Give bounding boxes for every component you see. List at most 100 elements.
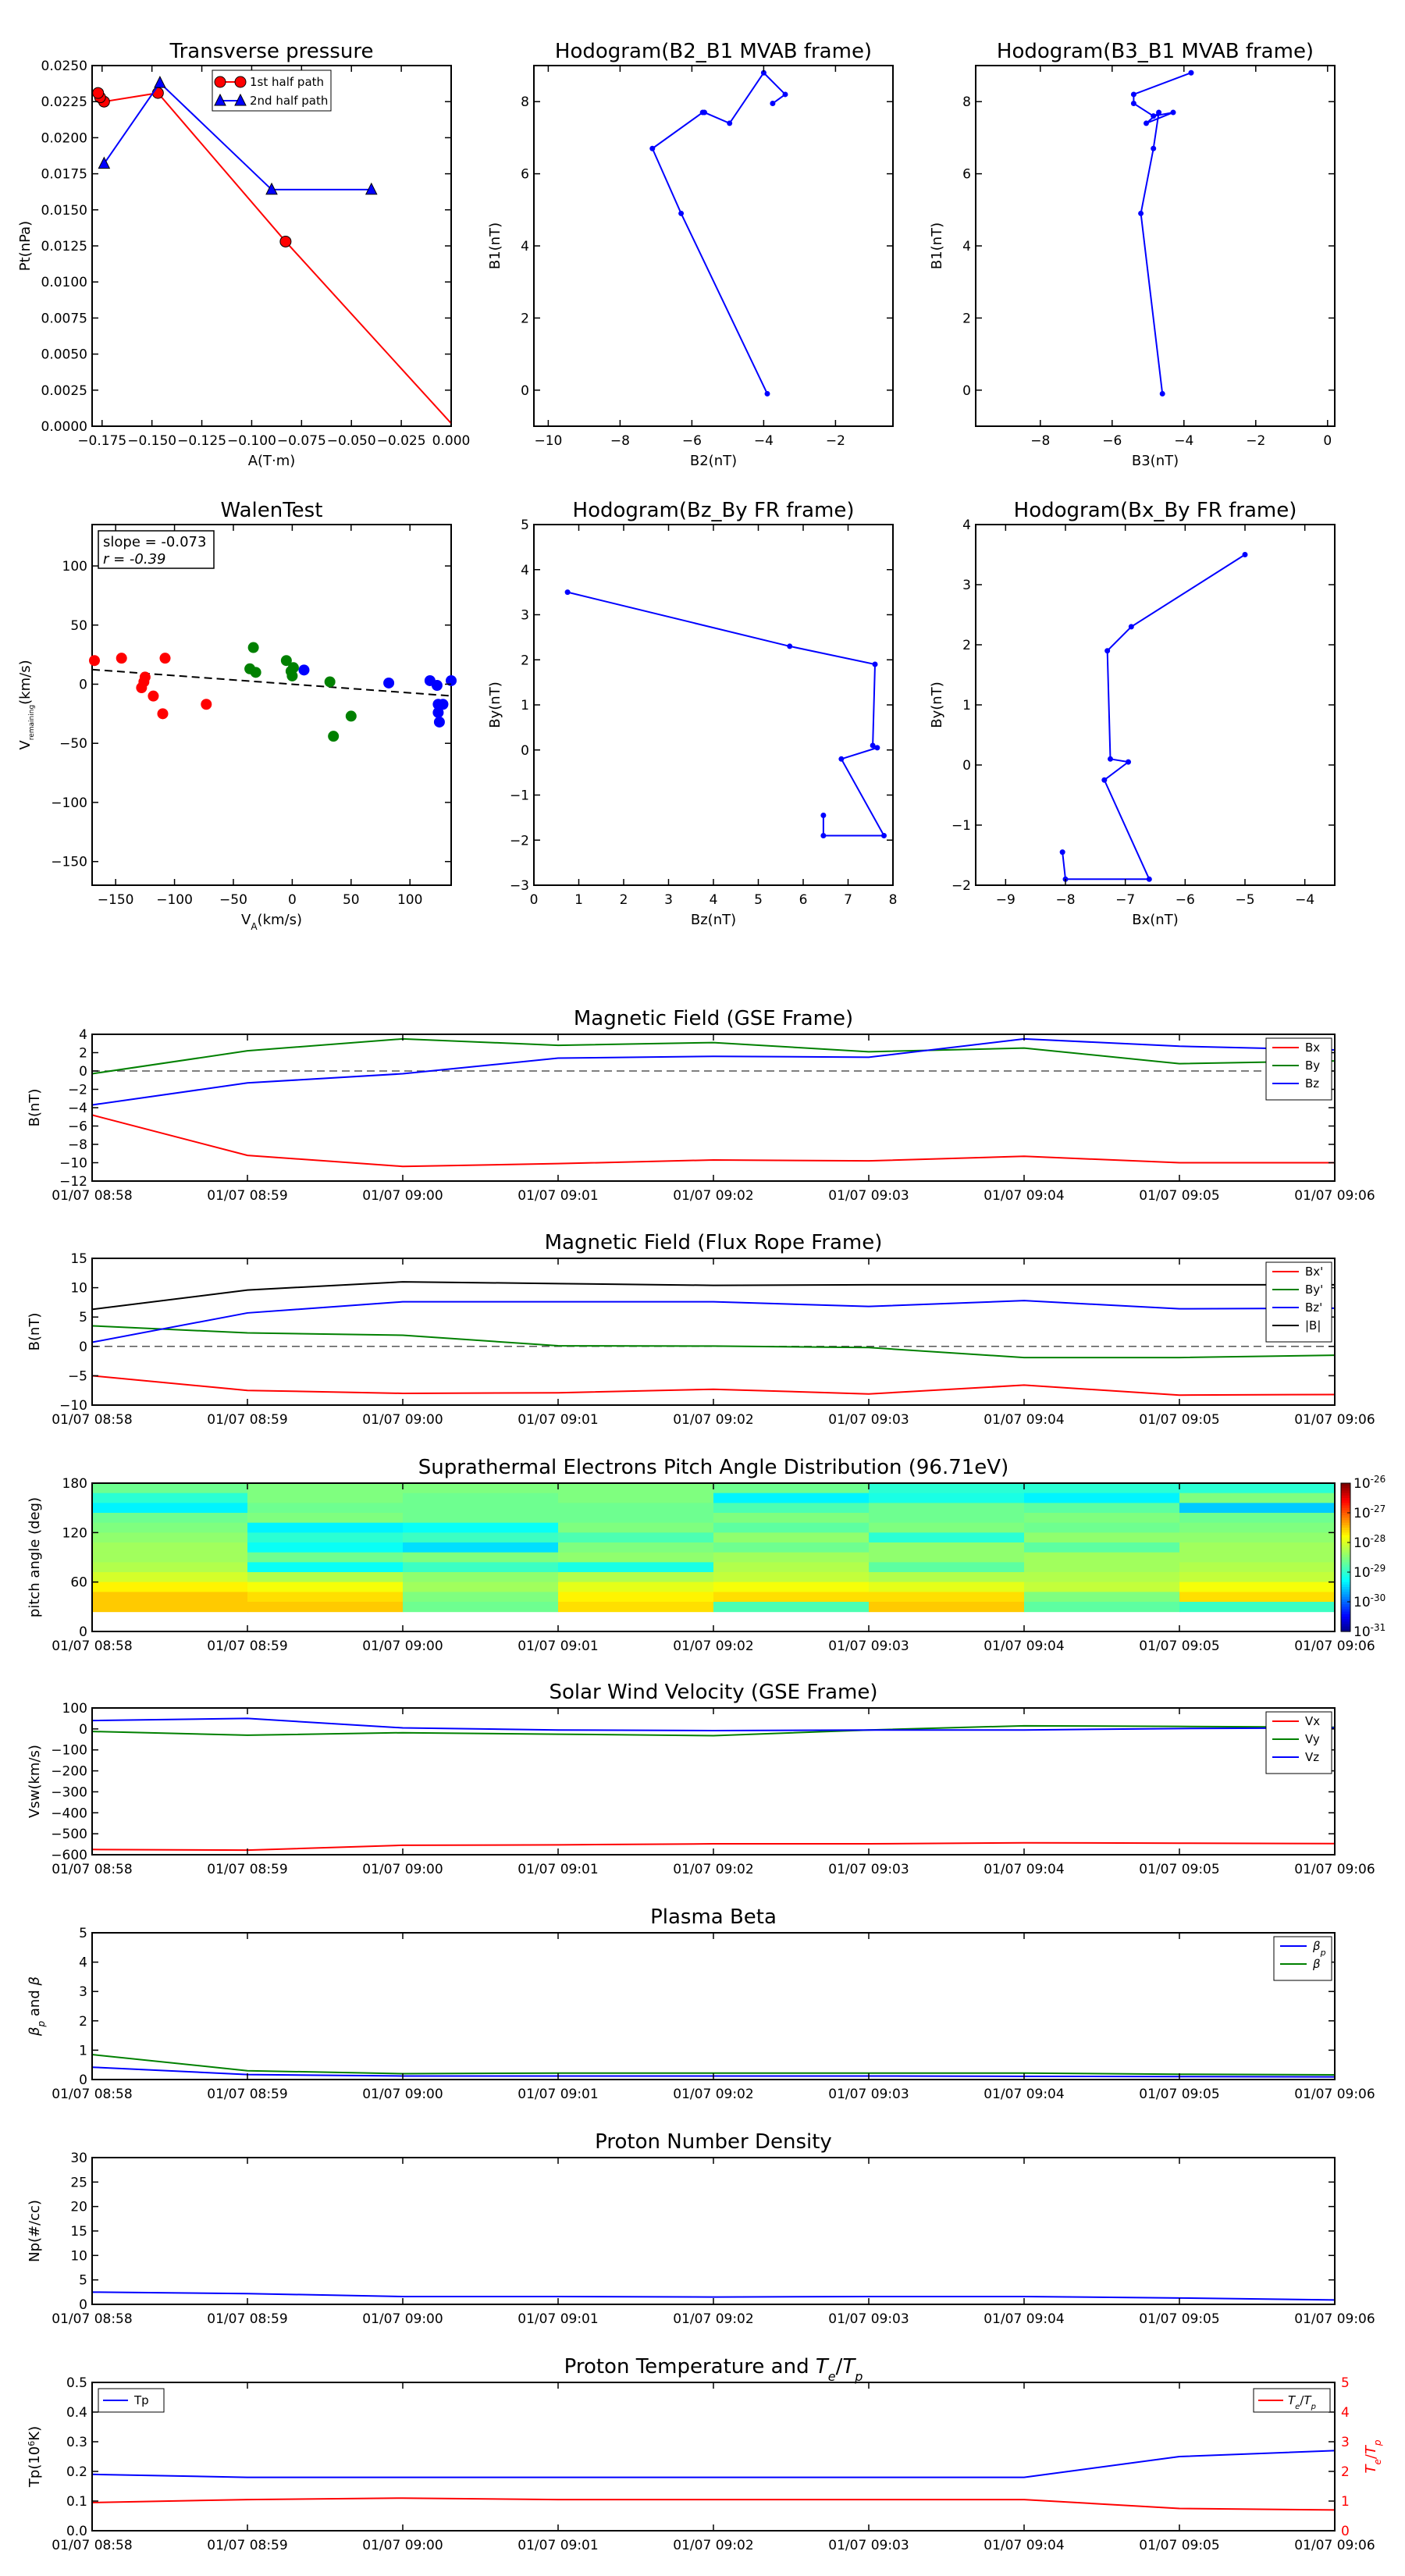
y-tick-label: 3 [962, 578, 971, 593]
x-axis-label: B3(nT) [1132, 453, 1179, 469]
heatmap-cell [403, 1602, 559, 1613]
colorbar-tick-label: 10-30 [1353, 1592, 1385, 1610]
y-axis-label: pitch angle (deg) [27, 1497, 43, 1617]
y-tick-label: 2 [79, 2014, 87, 2030]
time-tick-label: 01/07 08:59 [207, 1638, 287, 1654]
y-tick-label: 0 [79, 677, 87, 692]
legend-label: Vz [1305, 1750, 1319, 1764]
label-part: Bz' [1305, 1300, 1322, 1315]
heatmap-cell [1024, 1562, 1180, 1573]
panel-title: Transverse pressure [169, 40, 374, 63]
heatmap-cell [92, 1522, 248, 1533]
colorbar-cell [1341, 1584, 1350, 1588]
y-tick-label: −8 [68, 1137, 87, 1153]
time-tick-label: 01/07 09:05 [1139, 1638, 1219, 1654]
y2-axis-label: Te/Tp [1363, 2439, 1383, 2473]
data-point [159, 653, 171, 664]
time-tick-label: 01/07 08:58 [52, 2538, 132, 2553]
label-part: T [1363, 2444, 1379, 2454]
data-point [247, 642, 259, 653]
heatmap-cell [1179, 1562, 1336, 1573]
label-part: -28 [1371, 1533, 1386, 1544]
data-point [649, 145, 656, 151]
label-part: e [1372, 2459, 1383, 2464]
y-tick-label: 8 [521, 94, 529, 110]
y-tick-label: 60 [70, 1575, 87, 1591]
time-tick-label: 01/07 08:58 [52, 2087, 132, 2102]
x-tick-label: 1 [574, 892, 583, 908]
y-tick-label: 0.0 [66, 2524, 87, 2539]
data-point [431, 680, 443, 692]
heatmap-cell [247, 1532, 404, 1543]
heatmap-cell [1024, 1532, 1180, 1543]
y-tick-label: 0 [79, 1064, 87, 1080]
heatmap-cell [869, 1552, 1025, 1563]
y-tick-label: 4 [79, 1955, 87, 1971]
y-tick-label: 0 [962, 758, 971, 774]
y-tick-label: 1 [521, 698, 529, 713]
x-tick-label: 5 [754, 892, 763, 908]
label-part: -30 [1371, 1592, 1386, 1603]
time-tick-label: 01/07 09:04 [984, 1638, 1064, 1654]
panel-title: Hodogram(Bz_By FR frame) [573, 499, 855, 522]
label-part: / [1363, 2453, 1379, 2459]
y-tick-label: 8 [962, 94, 971, 110]
data-point [1188, 69, 1194, 76]
y-tick-label: 100 [62, 1701, 87, 1717]
y-tick-label: −12 [59, 1174, 87, 1190]
label-part: Proton Temperature and [564, 2355, 816, 2379]
heatmap-cell [92, 1582, 248, 1592]
heatmap-cell [713, 1582, 870, 1592]
x-tick-label: −4 [1295, 892, 1314, 908]
label-part: Vz [1305, 1750, 1319, 1764]
label-part: (km/s) [17, 660, 34, 704]
series-line [91, 1114, 1335, 1168]
colorbar-cell [1341, 1589, 1350, 1592]
data-point [874, 745, 880, 751]
time-tick-label: 01/07 09:03 [828, 2311, 909, 2327]
x-tick-label: −0.075 [277, 433, 326, 449]
colorbar-cell [1341, 1547, 1350, 1551]
colorbar-cell [1341, 1515, 1350, 1518]
data-point [287, 662, 299, 674]
heatmap-cell [247, 1572, 404, 1583]
colorbar-cell [1341, 1611, 1350, 1615]
series-line [91, 1325, 1336, 1359]
y-tick-label: 5 [79, 1926, 87, 1941]
y-tick-label: 15 [70, 1251, 87, 1267]
series-line [97, 92, 452, 424]
y2-tick-label: 1 [1341, 2494, 1350, 2510]
colorbar-cell [1341, 1560, 1350, 1563]
colorbar-cell [1341, 1490, 1350, 1494]
heatmap-cell [558, 1522, 714, 1533]
data-point [345, 710, 357, 722]
heatmap-cell [558, 1483, 714, 1494]
colorbar-cell [1341, 1564, 1350, 1568]
colorbar-cell [1341, 1532, 1350, 1536]
colorbar-cell [1341, 1493, 1350, 1496]
label-part: β [27, 2026, 43, 2037]
y-tick-label: 2 [521, 653, 529, 668]
heatmap-cell [92, 1552, 248, 1563]
label-part: By' [1305, 1283, 1323, 1297]
data-point [234, 76, 247, 88]
label-part: (km/s) [258, 912, 302, 928]
heatmap-cell [92, 1483, 248, 1494]
y2-tick-label: 2 [1341, 2464, 1350, 2480]
time-tick-label: 01/07 09:05 [1139, 1862, 1219, 1877]
heatmap-cell [558, 1542, 714, 1553]
data-point [279, 235, 292, 247]
time-tick-label: 01/07 09:00 [362, 1412, 443, 1428]
x-tick-label: −9 [996, 892, 1016, 908]
colorbar-cell [1341, 1614, 1350, 1617]
time-tick-label: 01/07 09:05 [1139, 2311, 1219, 2327]
x-axis-label: B2(nT) [690, 453, 737, 469]
series-line [91, 1037, 1336, 1106]
legend-box [1265, 1037, 1332, 1101]
time-tick-label: 01/07 08:59 [207, 2087, 287, 2102]
series-line [91, 1037, 1336, 1075]
y-tick-label: −1 [951, 818, 971, 834]
series-line [1133, 72, 1192, 394]
y-axis-label: Pt(nPa) [17, 221, 34, 271]
y-tick-label: 6 [962, 167, 971, 183]
